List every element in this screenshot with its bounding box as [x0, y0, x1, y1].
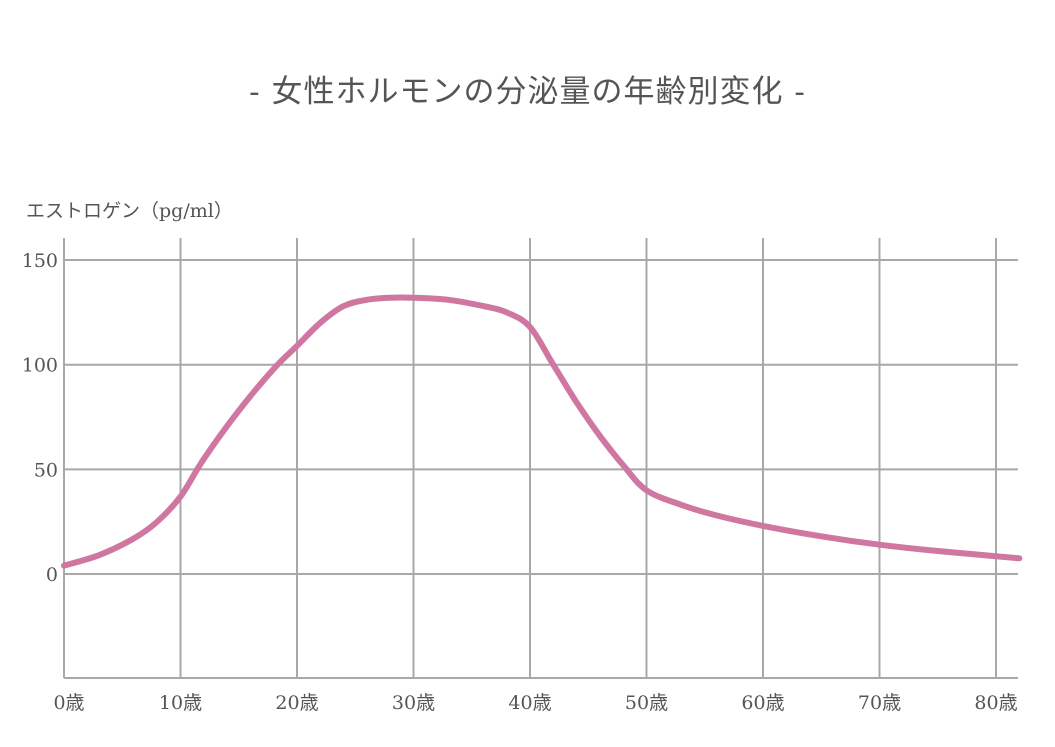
x-tick-label: 30歳 [392, 692, 435, 714]
grid-lines [63, 238, 1018, 679]
y-axis-label: エストロゲン（pg/ml） [26, 200, 233, 222]
x-tick-label: 80歳 [974, 692, 1017, 714]
x-tick-label: 60歳 [741, 692, 784, 714]
x-tick-label: 10歳 [159, 692, 202, 714]
axis-ticks: 150 100 50 0 0歳 10歳 20歳 30歳 40歳 50歳 60歳 70歳 80歳 [22, 250, 1018, 714]
x-tick-label: 70歳 [858, 692, 901, 714]
x-tick-label: 50歳 [625, 692, 668, 714]
y-tick-label: 100 [22, 355, 58, 377]
y-tick-label: 0 [46, 564, 58, 586]
y-tick-label: 50 [34, 459, 58, 481]
chart-title: - 女性ホルモンの分泌量の年齢別変化 - [249, 74, 806, 110]
x-tick-label: 40歳 [508, 692, 551, 714]
x-tick-label: 0歳 [53, 692, 84, 714]
y-tick-label: 150 [22, 250, 58, 272]
estrogen-curve [61, 294, 1023, 569]
x-tick-label: 20歳 [275, 692, 318, 714]
